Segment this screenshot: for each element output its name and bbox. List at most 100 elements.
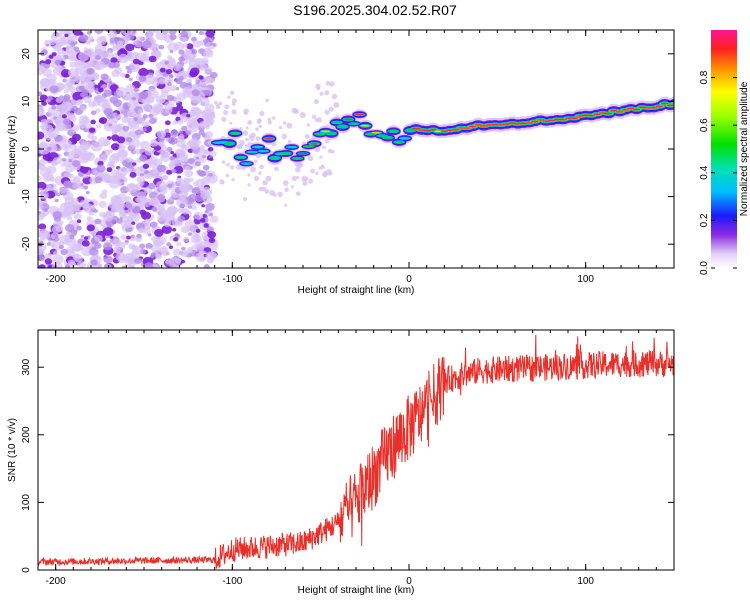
noise-speck xyxy=(52,157,63,165)
ridge-halo-speck xyxy=(264,189,270,194)
noise-speck xyxy=(62,96,70,102)
noise-speck xyxy=(127,208,133,213)
noise-speck xyxy=(201,204,206,208)
ridge-halo-speck xyxy=(257,118,262,124)
noise-speck xyxy=(156,164,166,173)
noise-speck xyxy=(57,32,63,38)
ridge-blob xyxy=(310,142,319,145)
noise-speck xyxy=(94,242,102,249)
ridge-halo-speck xyxy=(313,99,319,105)
y-tick-label: -20 xyxy=(21,237,32,252)
noise-speck xyxy=(139,140,150,150)
noise-speck xyxy=(125,84,136,93)
noise-speck xyxy=(65,264,71,268)
noise-speck xyxy=(178,56,185,62)
noise-speck xyxy=(144,148,154,156)
ridge-blob xyxy=(360,125,370,127)
ridge-halo-speck xyxy=(311,114,317,119)
noise-speck xyxy=(157,208,169,218)
noise-speck xyxy=(198,75,204,80)
noise-speck xyxy=(200,218,206,223)
noise-speck xyxy=(181,259,186,264)
ridge-blob xyxy=(280,152,292,155)
noise-speck xyxy=(94,218,102,225)
noise-speck xyxy=(80,105,87,111)
ridge-halo-speck xyxy=(290,185,294,189)
ridge-halo-speck xyxy=(219,179,225,185)
noise-speck xyxy=(144,224,151,230)
noise-speck xyxy=(111,70,120,78)
noise-speck xyxy=(173,64,182,72)
ridge-blob xyxy=(325,132,337,135)
ridge-halo-speck xyxy=(324,109,330,115)
noise-speck xyxy=(61,114,68,119)
noise-speck xyxy=(86,216,93,222)
noise-speck xyxy=(151,206,158,212)
noise-speck xyxy=(38,159,47,166)
noise-speck xyxy=(159,246,169,255)
ridge-halo-speck xyxy=(267,117,271,122)
noise-speck xyxy=(94,234,103,242)
noise-speck xyxy=(90,259,98,266)
ridge-halo-speck xyxy=(224,104,230,110)
ridge-blob xyxy=(246,150,259,154)
noise-speck xyxy=(149,221,158,228)
noise-speck xyxy=(38,65,45,76)
noise-speck xyxy=(73,75,83,83)
ridge-halo-speck xyxy=(221,160,226,164)
noise-speck xyxy=(102,98,108,103)
noise-speck xyxy=(105,210,113,217)
noise-speck xyxy=(191,143,200,150)
noise-speck xyxy=(175,105,184,112)
noise-speck xyxy=(40,192,49,200)
noise-speck xyxy=(39,94,48,102)
ridge-blob xyxy=(382,136,394,139)
ridge-halo-speck xyxy=(215,104,221,110)
noise-speck xyxy=(112,99,123,108)
noise-speck xyxy=(65,45,76,55)
ridge-blob xyxy=(547,119,556,122)
noise-speck xyxy=(193,211,204,220)
noise-speck xyxy=(83,236,89,240)
noise-speck xyxy=(97,97,110,108)
ridge-blob xyxy=(355,113,364,116)
noise-speck xyxy=(187,158,195,165)
noise-speck xyxy=(52,211,63,220)
noise-speck xyxy=(168,161,176,168)
noise-speck xyxy=(50,232,60,240)
noise-speck xyxy=(112,112,118,117)
noise-speck xyxy=(164,60,170,65)
ridge-blob xyxy=(348,122,360,125)
noise-speck xyxy=(86,224,95,232)
noise-speck xyxy=(73,229,78,233)
ridge-blob xyxy=(240,162,253,165)
ridge-halo-speck xyxy=(286,122,293,129)
noise-speck xyxy=(167,206,178,215)
noise-speck xyxy=(207,231,217,239)
noise-speck xyxy=(176,242,182,247)
noise-speck xyxy=(207,146,214,152)
ridge-halo-speck xyxy=(291,107,298,114)
y-tick-label: 0 xyxy=(21,567,32,573)
noise-speck xyxy=(102,227,114,236)
noise-speck xyxy=(92,241,97,245)
ridge-blob xyxy=(429,128,437,131)
ridge-halo-speck xyxy=(295,166,301,173)
noise-speck xyxy=(165,68,173,75)
noise-speck xyxy=(47,96,53,101)
noise-speck xyxy=(90,72,100,81)
noise-speck xyxy=(86,30,92,35)
colorbar-label: Normalized spectral amplitude xyxy=(739,81,750,216)
noise-speck xyxy=(81,247,92,257)
noise-speck xyxy=(158,141,165,148)
noise-speck xyxy=(201,57,209,64)
ridge-blob xyxy=(621,109,630,111)
noise-speck xyxy=(202,164,210,171)
noise-speck xyxy=(38,91,43,97)
ridge-halo-speck xyxy=(304,177,309,181)
noise-speck xyxy=(111,152,121,161)
noise-speck xyxy=(69,61,77,68)
ridge-blob xyxy=(666,104,674,107)
noise-speck xyxy=(79,166,89,174)
noise-speck xyxy=(103,255,113,264)
